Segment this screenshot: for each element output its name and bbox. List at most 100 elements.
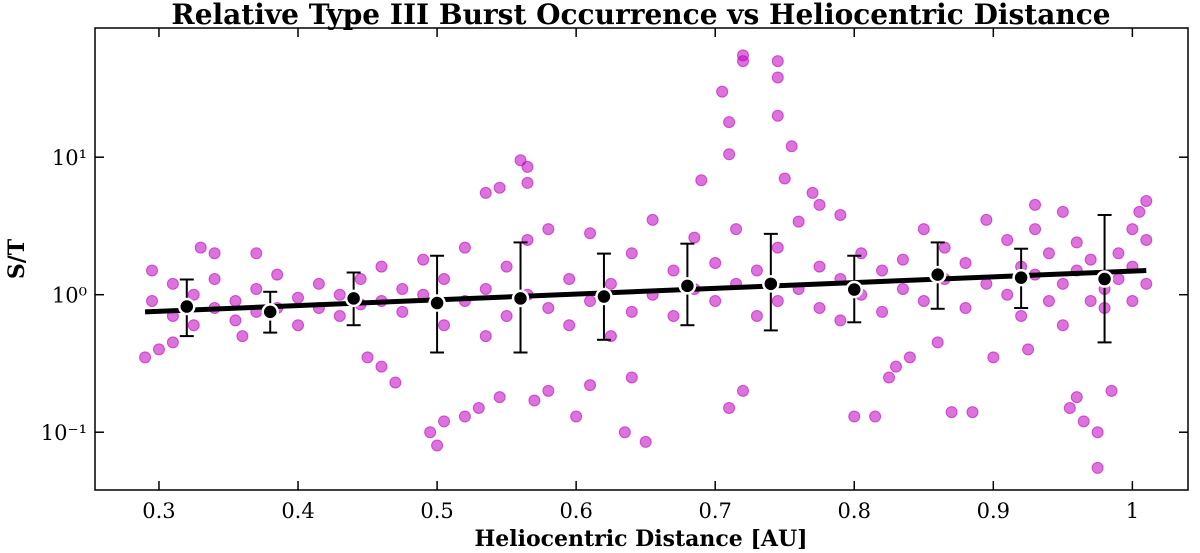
mean-point	[511, 289, 530, 308]
scatter-point	[250, 283, 263, 296]
scatter-point	[889, 360, 902, 373]
scatter-point	[479, 330, 492, 343]
scatter-point	[730, 223, 743, 236]
mean-point	[1012, 268, 1030, 287]
x-tick-label: 0.9	[977, 499, 1010, 523]
scatter-point	[855, 247, 868, 260]
mean-point	[1095, 270, 1114, 288]
scatter-point	[146, 264, 159, 277]
chart-title: Relative Type III Burst Occurrence vs He…	[171, 0, 1110, 31]
scatter-point	[869, 410, 882, 423]
scatter-point	[584, 227, 597, 240]
scatter-point	[521, 176, 534, 189]
scatter-point	[896, 283, 909, 296]
y-axis-label: S/T	[4, 238, 30, 279]
scatter-point	[688, 231, 701, 244]
scatter-point	[723, 402, 736, 415]
scatter-point	[521, 160, 534, 173]
scatter-point	[271, 268, 284, 281]
scatter-point	[625, 305, 638, 318]
scatter-point	[292, 319, 305, 332]
scatter-point	[229, 294, 242, 307]
scatter-point	[813, 198, 826, 211]
scatter-point	[1084, 253, 1097, 266]
x-tick-label: 0.6	[559, 499, 592, 523]
scatter-point	[709, 294, 722, 307]
scatter-point	[208, 247, 221, 260]
scatter-point	[187, 319, 200, 332]
scatter-point	[966, 406, 979, 419]
scatter-point	[1070, 236, 1083, 249]
scatter-point	[146, 294, 159, 307]
scatter-point	[959, 302, 972, 315]
scatter-point	[771, 55, 784, 68]
scatter-point	[667, 264, 680, 277]
scatter-point	[1084, 294, 1097, 307]
mean-point	[595, 287, 613, 306]
x-tick-label: 0.5	[420, 499, 453, 523]
scatter-point	[1022, 343, 1035, 356]
scatter-point	[1063, 402, 1076, 415]
scatter-point	[563, 273, 576, 286]
y-tick-label: 10¹	[52, 146, 87, 170]
scatter-point	[424, 426, 437, 439]
scatter-point	[333, 288, 346, 301]
mean-point	[762, 275, 780, 293]
scatter-point	[521, 233, 534, 246]
mean-point	[845, 280, 864, 299]
scatter-point	[876, 264, 889, 277]
scatter-point	[166, 336, 179, 349]
scatter-point	[375, 260, 388, 273]
mean-point	[261, 303, 279, 321]
plot-frame	[94, 27, 1189, 491]
scatter-point	[771, 71, 784, 84]
scatter-point	[896, 253, 909, 266]
scatter-point	[542, 302, 555, 315]
scatter-point	[500, 260, 513, 273]
scatter-point	[563, 319, 576, 332]
scatter-point	[1126, 294, 1139, 307]
scatter-point	[438, 415, 451, 428]
scatter-point	[750, 310, 763, 323]
mean-point	[344, 289, 363, 308]
scatter-point	[542, 223, 555, 236]
scatter-point	[1091, 426, 1104, 439]
scatter-point	[1029, 198, 1042, 211]
scatter-point	[194, 241, 207, 254]
scatter-point	[1042, 294, 1055, 307]
scatter-point	[938, 241, 951, 254]
scatter-point	[1091, 461, 1104, 474]
scatter-point	[987, 351, 1000, 364]
x-tick-label: 1	[1126, 499, 1139, 523]
scatter-point	[1029, 223, 1042, 236]
scatter-point	[458, 410, 471, 423]
scatter-point	[1070, 391, 1083, 404]
scatter-point	[785, 140, 798, 153]
scatter-point	[542, 384, 555, 397]
scatter-point	[431, 439, 444, 452]
scatter-point	[584, 379, 597, 392]
scatter-point	[646, 213, 659, 226]
scatter-point	[1015, 310, 1028, 323]
scatter-point	[438, 273, 451, 286]
scatter-point	[1077, 415, 1090, 428]
scatter-point	[493, 391, 506, 404]
scatter-point	[528, 394, 541, 407]
scatter-point	[1112, 247, 1125, 260]
scatter-point	[723, 148, 736, 161]
x-axis-label: Heliocentric Distance [AU]	[474, 526, 807, 552]
scatter-point	[1056, 277, 1069, 290]
scatter-point	[361, 351, 374, 364]
scatter-point	[292, 291, 305, 304]
scatter-point	[625, 247, 638, 260]
scatter-point	[848, 410, 861, 423]
scatter-point	[959, 257, 972, 270]
scatter-point	[1105, 384, 1118, 397]
scatter-point	[716, 85, 729, 98]
scatter-point	[1056, 205, 1069, 218]
scatter-point	[750, 264, 763, 277]
scatter-point	[438, 319, 451, 332]
scatter-point	[834, 314, 847, 327]
scatter-point	[883, 371, 896, 384]
scatter-point	[396, 283, 409, 296]
